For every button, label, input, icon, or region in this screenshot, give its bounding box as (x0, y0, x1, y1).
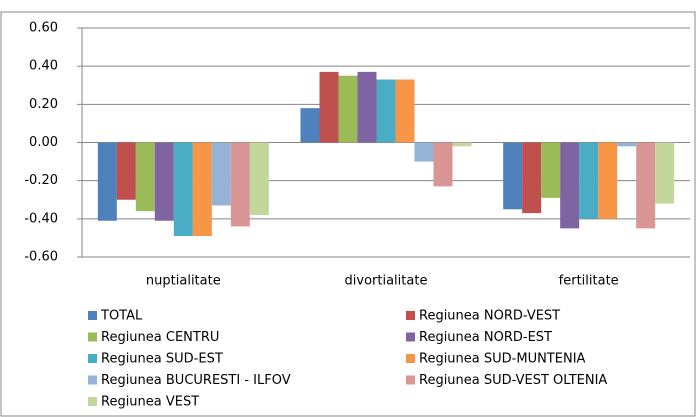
bar (249, 142, 269, 216)
bar (503, 142, 523, 210)
legend-label: Regiunea NORD-EST (419, 330, 552, 345)
bar (192, 142, 212, 237)
legend-swatch (88, 354, 97, 363)
bar (541, 142, 561, 198)
bar (598, 142, 618, 219)
bar (230, 142, 250, 227)
legend-swatch (406, 311, 415, 320)
legend-label: Regiunea NORD-VEST (419, 309, 560, 324)
legend-swatch (406, 375, 415, 385)
legend-label: Regiunea SUD-VEST OLTENIA (419, 373, 607, 388)
legend-swatch (406, 332, 415, 342)
bar (376, 79, 396, 143)
bar (433, 142, 453, 187)
legend-label: Regiunea SUD-MUNTENIA (419, 352, 586, 367)
bar (319, 71, 339, 143)
bar (452, 142, 472, 147)
bar (414, 142, 434, 162)
y-tick-label: -0.60 (24, 250, 58, 265)
bar (300, 108, 320, 143)
bar (579, 142, 599, 219)
legend-label: Regiunea VEST (101, 395, 199, 410)
legend-label: TOTAL (100, 309, 143, 324)
bar (173, 142, 193, 237)
x-tick-label: fertilitate (559, 274, 619, 289)
bar (338, 75, 358, 143)
bar (636, 142, 656, 229)
legend-swatch (88, 375, 97, 385)
y-tick-label: 0.40 (29, 59, 58, 74)
y-tick-label: -0.40 (24, 211, 58, 226)
bar (211, 142, 231, 206)
y-tick-label: 0.60 (29, 21, 58, 36)
bar (655, 142, 675, 204)
legend-swatch (88, 397, 97, 406)
legend-label: Regiunea BUCURESTI - ILFOV (101, 373, 291, 388)
y-tick-label: 0.00 (29, 135, 58, 150)
legend-swatch (88, 332, 97, 342)
bar (522, 142, 542, 214)
legend-label: Regiunea CENTRU (101, 330, 219, 345)
bar (97, 142, 117, 221)
bar (154, 142, 174, 221)
bar (560, 142, 580, 229)
x-tick-label: nuptialitate (146, 274, 221, 289)
legend-label: Regiunea SUD-EST (101, 352, 223, 367)
bar (617, 142, 637, 147)
legend-swatch (406, 354, 415, 363)
bar (357, 71, 377, 143)
legend-swatch (88, 311, 97, 320)
bar (116, 142, 136, 200)
y-tick-label: 0.20 (29, 97, 58, 112)
x-tick-label: divortialitate (345, 274, 428, 289)
y-tick-label: -0.20 (24, 173, 58, 188)
bar (135, 142, 155, 212)
bar (395, 79, 415, 143)
